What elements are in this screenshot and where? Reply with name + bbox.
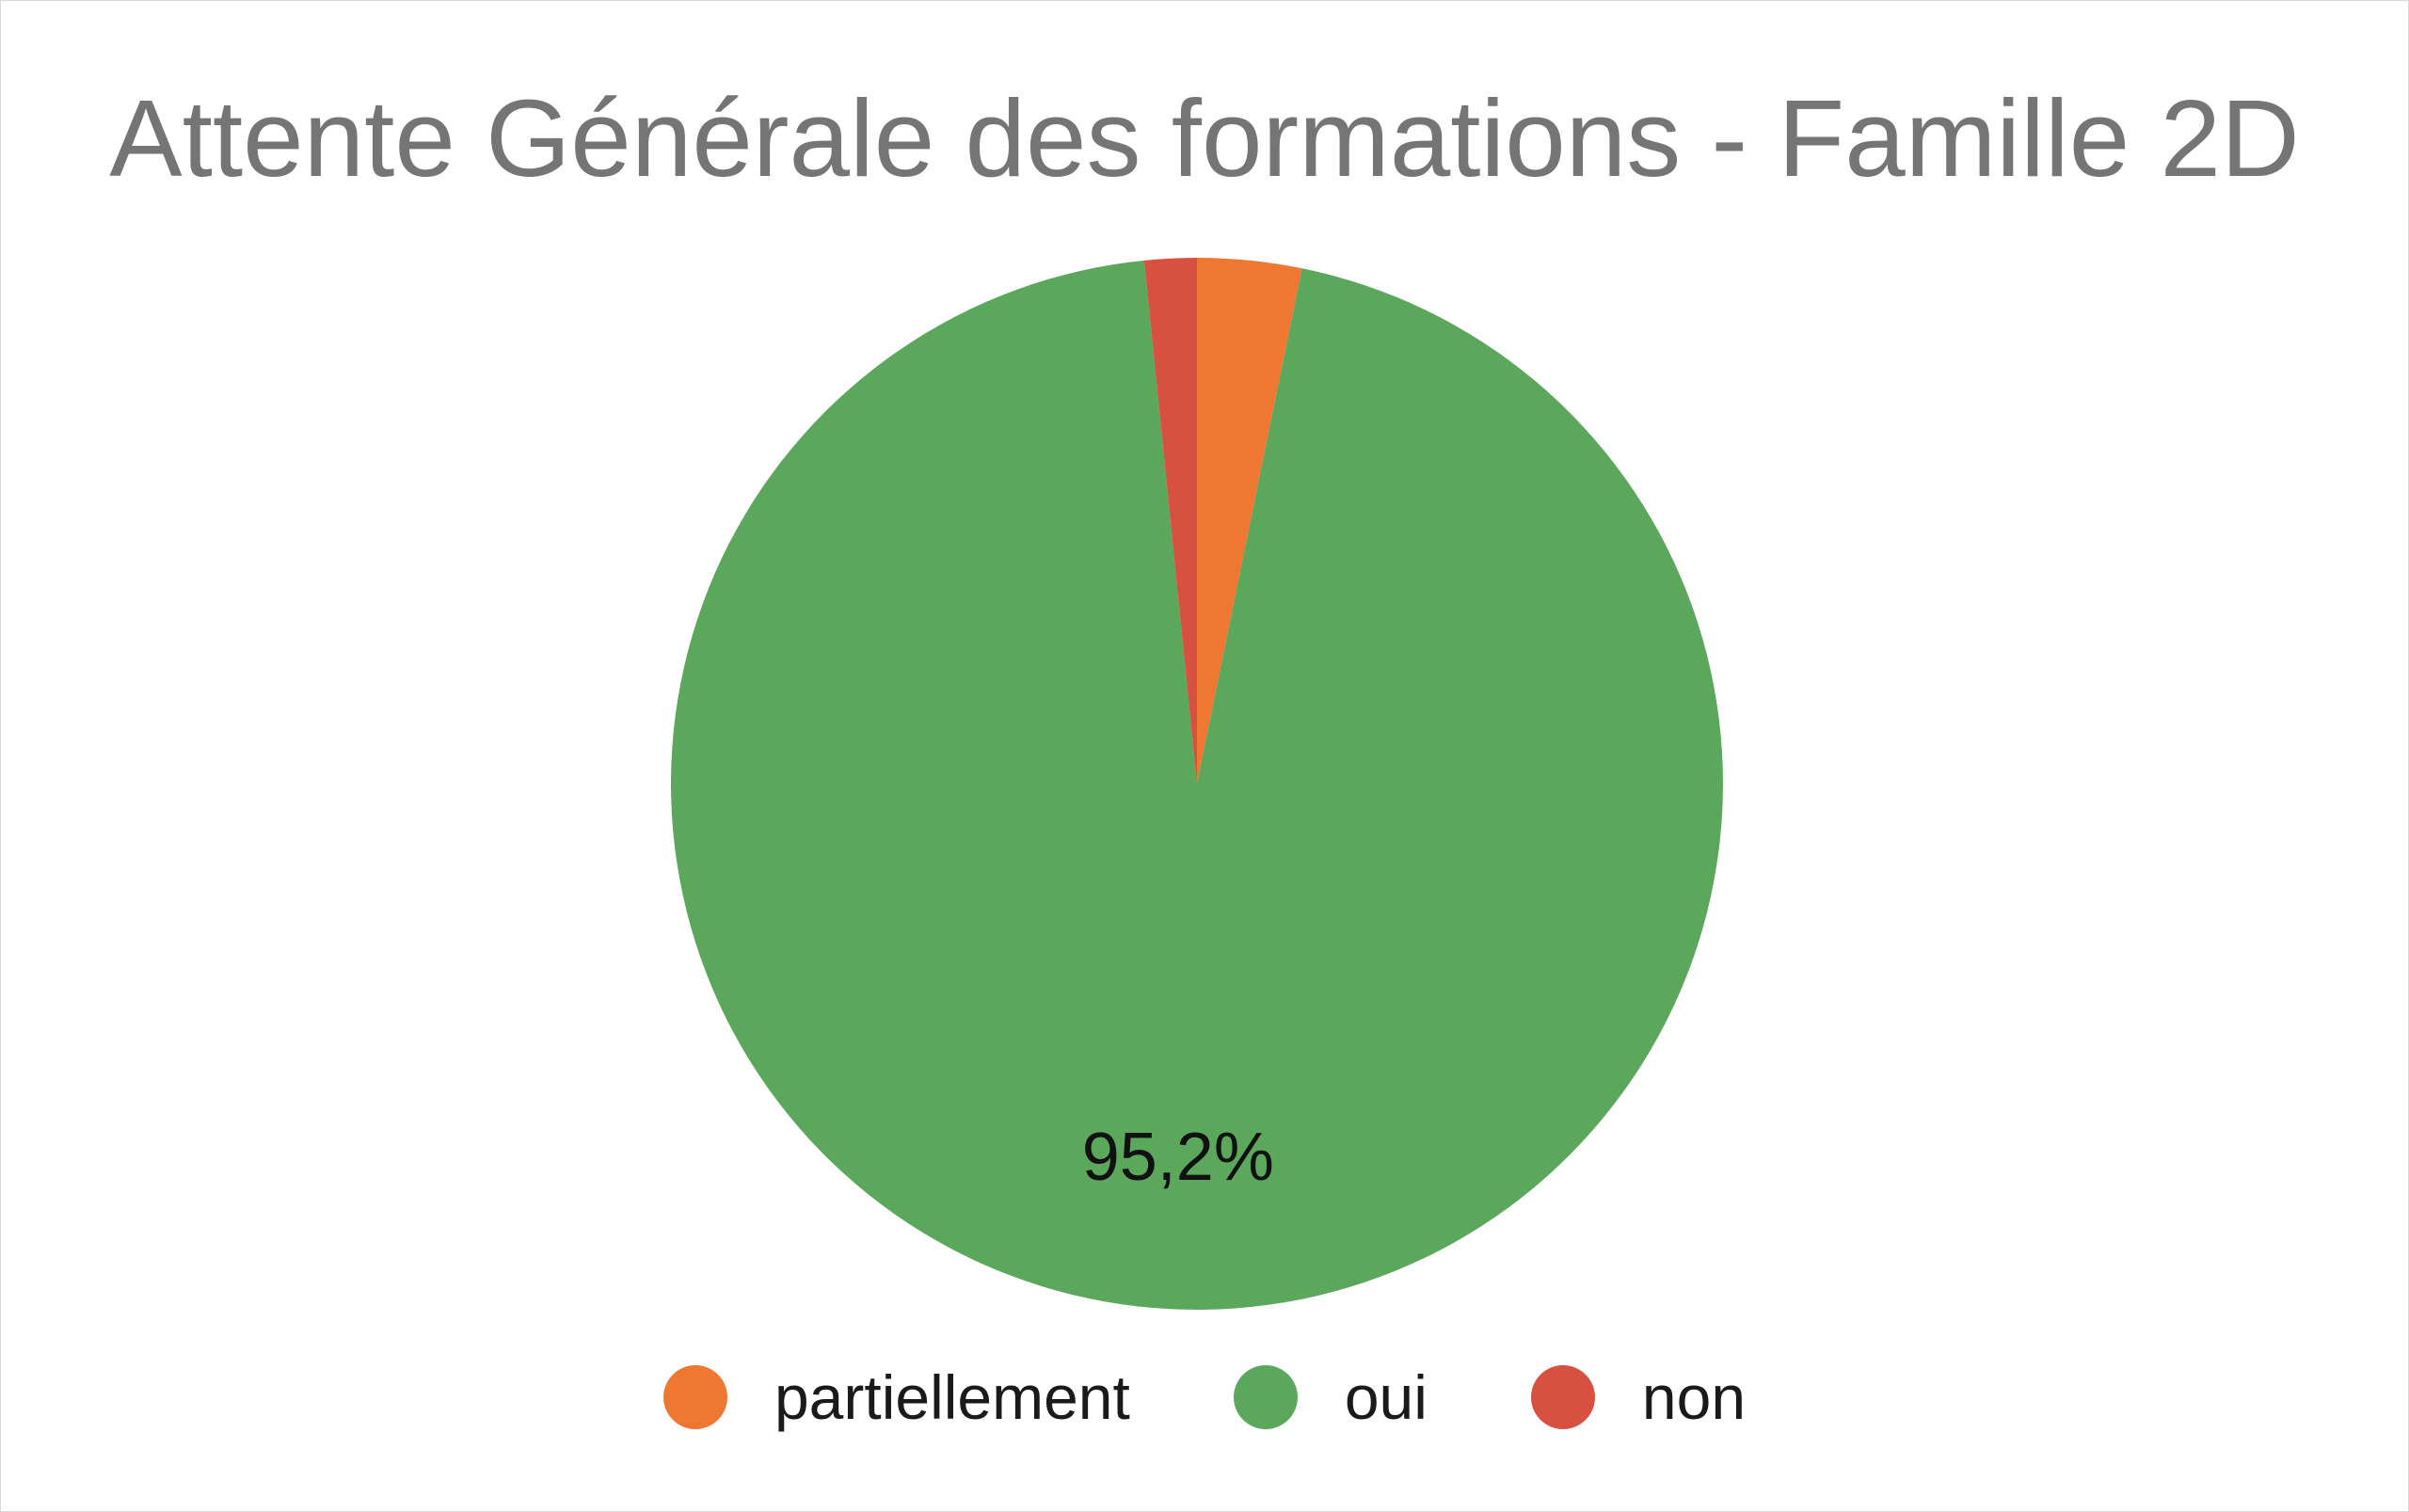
legend-item-oui[interactable]: oui — [1233, 1361, 1428, 1433]
pie-slices — [671, 258, 1724, 1310]
legend-label: oui — [1344, 1362, 1428, 1432]
legend-swatch — [1233, 1365, 1298, 1429]
chart-title: Attente Générale des formations - Famill… — [109, 77, 2300, 199]
pie-data-labels: 95,2% — [1082, 1120, 1274, 1195]
legend-label: partiellement — [774, 1362, 1130, 1432]
data-label-oui: 95,2% — [1082, 1120, 1274, 1195]
legend-swatch — [1530, 1365, 1595, 1429]
legend-swatch — [662, 1365, 727, 1429]
pie-slice-oui[interactable] — [671, 260, 1724, 1310]
legend-item-non[interactable]: non — [1530, 1361, 1747, 1433]
pie-slice-non[interactable] — [1143, 258, 1197, 784]
legend-label: non — [1641, 1362, 1747, 1432]
legend-item-partiellement[interactable]: partiellement — [662, 1361, 1130, 1433]
legend: partiellement oui non — [0, 1355, 2409, 1440]
pie-slice-partiellement[interactable] — [1197, 258, 1302, 784]
